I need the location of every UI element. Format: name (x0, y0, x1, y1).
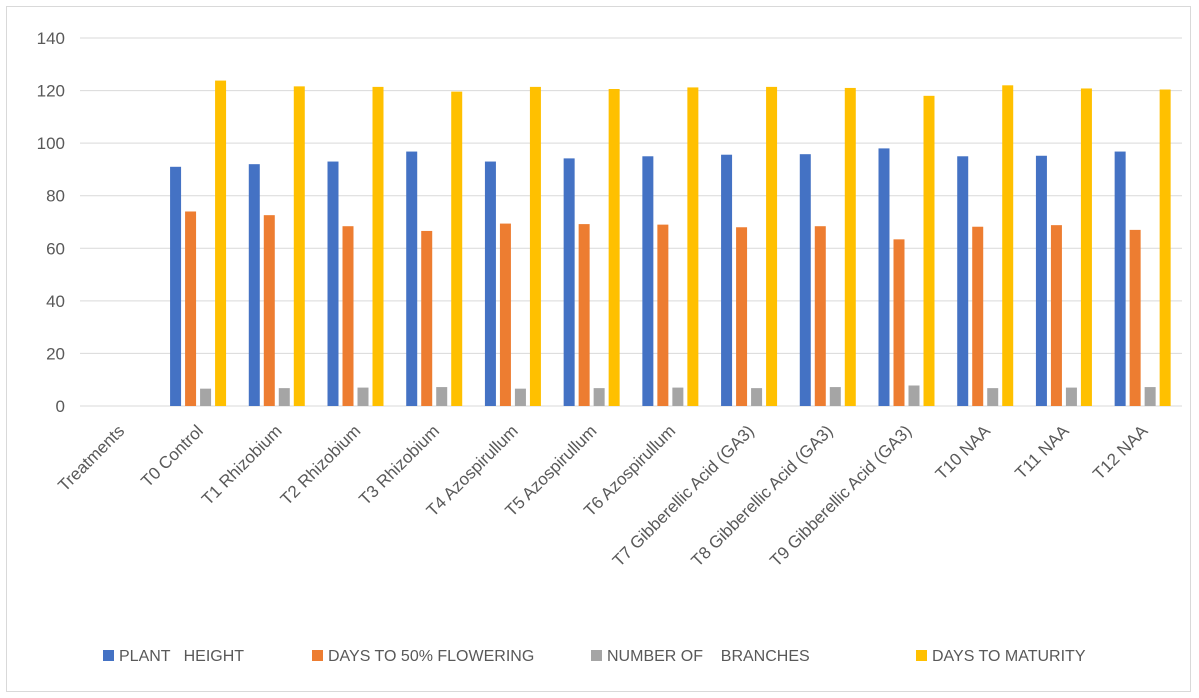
x-tick-label: T10 NAA (932, 421, 995, 484)
bar-3-13 (1159, 89, 1171, 407)
bar-2-12 (1065, 387, 1077, 406)
x-tick-label: T9 Gibberellic Acid (GA3) (766, 421, 915, 570)
bar-1-8 (736, 227, 748, 406)
legend-swatch-3 (916, 650, 927, 661)
x-tick-label: T11 NAA (1011, 421, 1073, 483)
bar-0-9 (799, 154, 811, 406)
bar-1-2 (263, 215, 275, 406)
bar-2-6 (593, 388, 605, 406)
bar-1-5 (499, 223, 511, 406)
bar-2-9 (829, 387, 841, 406)
bar-3-6 (608, 88, 620, 406)
bar-2-5 (514, 388, 526, 406)
bar-0-10 (878, 148, 890, 406)
x-tick-label: Treatments (54, 421, 128, 495)
bar-1-11 (972, 226, 984, 406)
bar-0-4 (406, 151, 418, 406)
x-tick-label: T12 NAA (1089, 421, 1152, 484)
chart-frame: 0 20 40 60 80 100 120 140 Treatments T0 Control T… (6, 6, 1191, 692)
bar-3-11 (1002, 85, 1014, 407)
bar-2-11 (987, 388, 999, 406)
bar-0-3 (327, 161, 339, 406)
y-tick-label: 0 (56, 397, 65, 416)
bar-3-10 (923, 95, 935, 406)
bar-1-7 (657, 224, 669, 406)
y-tick-label: 60 (46, 239, 65, 258)
bar-1-13 (1129, 229, 1141, 406)
bar-3-1 (215, 80, 227, 406)
y-axis-ticks: 0 20 40 60 80 100 120 140 (37, 29, 65, 416)
y-tick-label: 100 (37, 134, 65, 153)
bar-0-13 (1114, 151, 1126, 406)
bar-2-4 (436, 387, 448, 406)
bar-3-5 (529, 86, 541, 407)
x-tick-label: T2 Rhizobium (277, 421, 365, 509)
bar-2-1 (200, 388, 212, 406)
y-tick-label: 20 (46, 344, 65, 363)
legend-label-3: DAYS TO MATURITY (932, 648, 1086, 665)
bar-3-8 (766, 86, 778, 407)
legend-swatch-2 (591, 650, 602, 661)
y-tick-label: 120 (37, 82, 65, 101)
bar-2-10 (908, 385, 920, 406)
bar-0-7 (642, 156, 654, 406)
bar-3-7 (687, 87, 699, 406)
x-tick-label: T7 Gibberellic Acid (GA3) (609, 421, 758, 570)
bar-3-12 (1080, 88, 1092, 407)
legend-label-0: PLANT HEIGHT (119, 648, 244, 665)
bar-1-4 (421, 230, 433, 406)
y-tick-label: 140 (37, 29, 65, 48)
legend-swatch-0 (103, 650, 114, 661)
bar-2-7 (672, 387, 684, 406)
bar-0-5 (484, 161, 496, 406)
y-tick-label: 40 (46, 292, 65, 311)
y-tick-label: 80 (46, 187, 65, 206)
bar-2-13 (1144, 387, 1156, 406)
bar-3-3 (372, 86, 384, 407)
x-tick-label: T8 Gibberellic Acid (GA3) (688, 421, 837, 570)
bar-2-3 (357, 387, 369, 406)
x-tick-label: T0 Control (137, 421, 207, 491)
bar-0-1 (170, 166, 182, 406)
x-tick-label: T1 Rhizobium (198, 421, 286, 509)
bar-0-12 (1035, 155, 1047, 406)
bar-1-6 (578, 224, 590, 406)
bar-1-3 (342, 226, 354, 406)
bar-1-1 (185, 211, 197, 406)
bar-3-2 (293, 86, 305, 406)
legend: PLANT HEIGHT DAYS TO 50% FLOWERING NUMBER … (103, 648, 1086, 665)
bar-1-12 (1050, 225, 1062, 406)
bar-3-9 (844, 87, 856, 406)
gridlines (80, 37, 1182, 407)
legend-label-1: DAYS TO 50% FLOWERING (328, 648, 534, 665)
x-tick-label: T3 Rhizobium (355, 421, 443, 509)
bars (170, 80, 1171, 407)
bar-0-2 (248, 164, 260, 406)
bar-3-4 (451, 91, 463, 406)
legend-label-2: NUMBER OF BRANCHES (607, 648, 810, 665)
legend-swatch-1 (312, 650, 323, 661)
bar-0-11 (957, 156, 969, 406)
bar-2-8 (751, 388, 763, 406)
bar-0-6 (563, 158, 575, 406)
bar-0-8 (721, 154, 733, 406)
bar-2-2 (278, 388, 290, 406)
bar-1-10 (893, 239, 905, 406)
bar-1-9 (814, 226, 826, 406)
